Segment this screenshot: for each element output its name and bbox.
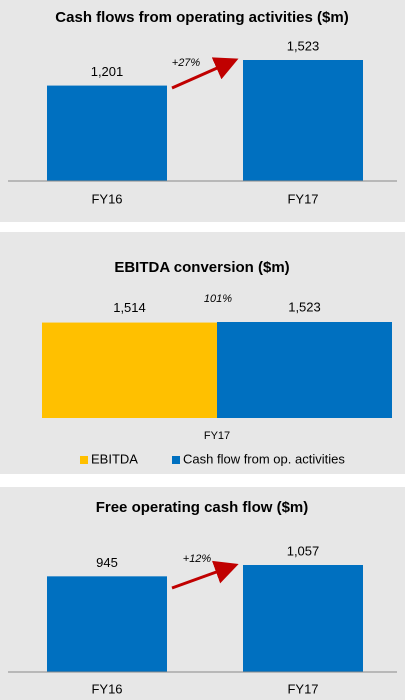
legend-swatch <box>172 456 180 464</box>
value-label: 1,057 <box>287 543 320 558</box>
x-tick-label: FY16 <box>91 681 122 696</box>
chart-title: Cash flows from operating activities ($m… <box>55 9 348 26</box>
x-tick-label: FY16 <box>91 191 122 206</box>
bar <box>217 322 392 418</box>
growth-arrow <box>171 57 239 90</box>
bar <box>243 565 363 672</box>
growth-arrow <box>171 560 239 590</box>
annotation: +27% <box>172 57 201 69</box>
value-label: 1,523 <box>288 299 321 314</box>
value-label: 945 <box>96 555 118 570</box>
bar <box>47 576 167 672</box>
annotation: +12% <box>183 553 212 565</box>
x-tick-label: FY17 <box>287 681 318 696</box>
annotation: 101% <box>204 293 232 305</box>
bar <box>47 85 167 181</box>
bar <box>42 322 217 418</box>
bar <box>243 60 363 181</box>
x-tick-label: FY17 <box>204 430 230 442</box>
legend-label: Cash flow from op. activities <box>183 451 345 466</box>
chart-title: Free operating cash flow ($m) <box>96 499 309 516</box>
legend-swatch <box>80 456 88 464</box>
x-tick-label: FY17 <box>287 191 318 206</box>
value-label: 1,523 <box>287 38 320 53</box>
chart-title: EBITDA conversion ($m) <box>114 259 289 276</box>
value-label: 1,514 <box>113 300 146 315</box>
legend-label: EBITDA <box>91 451 138 466</box>
value-label: 1,201 <box>91 64 124 79</box>
